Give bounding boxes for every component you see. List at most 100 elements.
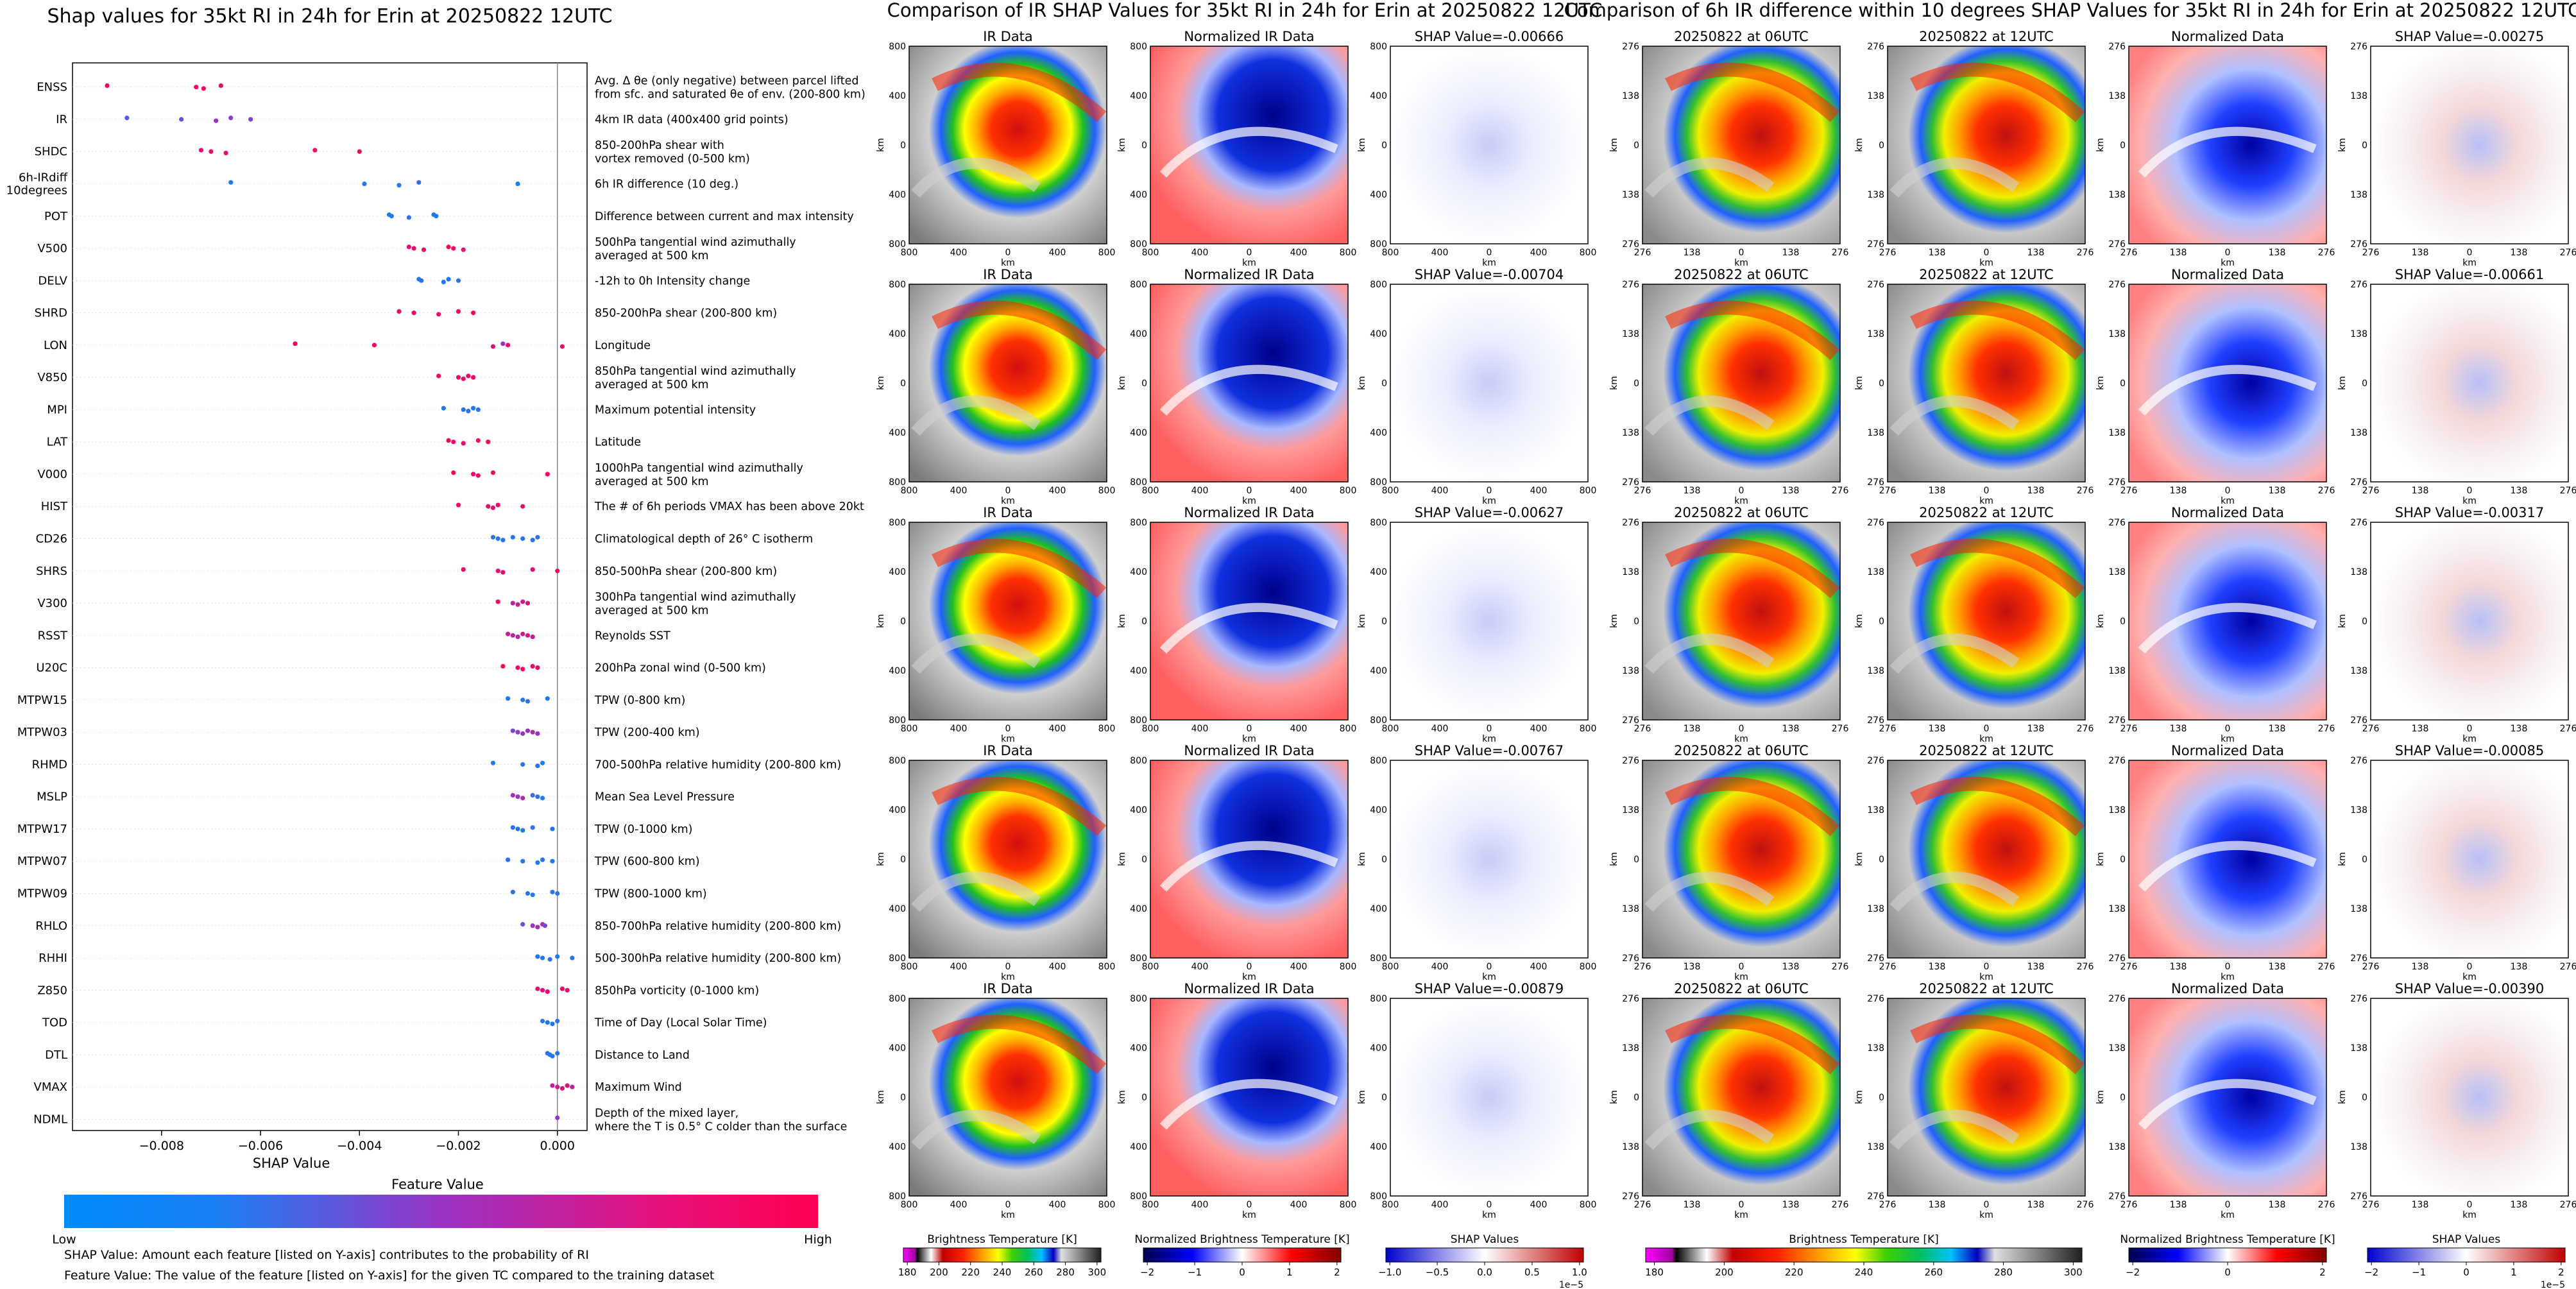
rain-band-shape <box>932 1014 1107 1075</box>
y-tick-label: 138 <box>1867 428 1884 438</box>
x-tick-label: 276 <box>1879 248 1897 258</box>
x-tick-label: 276 <box>2077 724 2094 734</box>
band-highlight-shape <box>1159 126 1338 178</box>
y-tick-label: 400 <box>1130 1142 1147 1152</box>
y-tick-label: 800 <box>1130 42 1147 52</box>
y-tick-label: 276 <box>1622 477 1639 488</box>
x-tick-label: 0 <box>1487 724 1492 734</box>
feature-label-line: MTPW03 <box>17 726 67 739</box>
shap-point <box>506 696 511 701</box>
feature-description-line: 500hPa tangential wind azimuthally <box>595 236 796 249</box>
x-tick-label: 0 <box>1739 962 1744 972</box>
feature-label-line: SHRD <box>35 307 67 320</box>
x-tick-label: 138 <box>1684 724 1701 734</box>
shap-point <box>520 921 525 927</box>
y-tick-label: 276 <box>1867 42 1884 52</box>
x-axis-unit: km <box>1001 1210 1015 1220</box>
shap-point <box>550 1021 555 1027</box>
feature-label-line: MPI <box>47 403 67 416</box>
feature-description-line: Mean Sea Level Pressure <box>595 791 735 804</box>
panel-frame <box>1150 998 1349 1197</box>
feature-description: Avg. Δ θe (only negative) between parcel… <box>595 75 866 101</box>
rain-band-shape <box>1665 776 1840 837</box>
shap-point <box>550 1083 555 1088</box>
feature-description-line: Maximum potential intensity <box>595 404 756 416</box>
dshap-image <box>2371 46 2568 244</box>
panel-title: IR Data <box>983 743 1033 758</box>
x-tick-label: 138 <box>2511 962 2528 972</box>
y-tick-label: 138 <box>1622 329 1639 339</box>
x-tick-label: 0 <box>1247 962 1252 972</box>
feature-label-line: 10degrees <box>6 184 67 198</box>
y-tick-label: 0 <box>2362 855 2367 865</box>
y-tick-label: 276 <box>1867 756 1884 766</box>
cloud-band-shape <box>1889 633 2020 674</box>
x-tick-label: 138 <box>1684 962 1701 972</box>
shap-point <box>495 502 500 508</box>
feature-description: 200hPa zonal wind (0-500 km) <box>595 662 766 675</box>
colorbar-tick-label: 180 <box>1645 1267 1664 1278</box>
x-tick-label: 276 <box>1634 248 1651 258</box>
image-panel: 20250822 at 06UTC27627613813800138138276… <box>1609 505 1848 744</box>
y-tick-label: 138 <box>2108 428 2126 438</box>
colorbar-tick-label: 2 <box>2319 1267 2326 1278</box>
colorbar-tick-label: 260 <box>1924 1267 1943 1278</box>
panel-frame <box>1642 760 1841 959</box>
panel-frame <box>1887 998 2086 1197</box>
x-tick-label: 800 <box>1142 486 1159 496</box>
rain-band-shape <box>1665 1014 1840 1075</box>
y-tick-label: 138 <box>1867 1043 1884 1054</box>
panel-title: IR Data <box>983 981 1033 996</box>
x-axis-unit: km <box>1734 734 1748 744</box>
panel-title: SHAP Value=-0.00704 <box>1415 267 1564 282</box>
colorbar-low-label: Low <box>52 1233 76 1247</box>
shap-point <box>194 85 199 90</box>
ir-norm-colorbar: Normalized Brightness Temperature [K] −2 −… <box>1134 1233 1349 1278</box>
y-tick-label: 400 <box>889 666 906 676</box>
panel-title: IR Data <box>983 505 1033 520</box>
x-tick-label: 138 <box>2269 248 2286 258</box>
y-tick-label: 276 <box>2108 1191 2126 1202</box>
y-tick-label: 138 <box>2350 428 2367 438</box>
colorbar-tick-label: 180 <box>898 1267 917 1278</box>
panel-title: SHAP Value=-0.00275 <box>2395 29 2545 44</box>
shap-point <box>530 567 535 572</box>
ir-bt-colorbar: Brightness Temperature [K] 180 200 220 240 26… <box>898 1233 1106 1278</box>
x-tick-label: 0 <box>1247 248 1252 258</box>
feature-description-line: averaged at 500 km <box>595 250 709 262</box>
x-tick-label: 276 <box>2318 248 2335 258</box>
x-tick-label: 138 <box>2511 486 2528 496</box>
x-tick-label: 138 <box>2269 1200 2286 1210</box>
x-tick-label: 276 <box>2560 1200 2576 1210</box>
x-tick-label: 800 <box>901 962 918 972</box>
y-tick-label: 276 <box>2350 239 2367 250</box>
x-tick-label: 0 <box>1739 1200 1744 1210</box>
feature-label-line: POT <box>44 210 68 223</box>
y-tick-label: 138 <box>2350 1142 2367 1152</box>
rain-band-shape <box>1910 776 2085 837</box>
shap-point <box>535 954 540 959</box>
irdiff-bt-colorbar: Brightness Temperature [K] 180 200 220 240 26… <box>1645 1233 2082 1278</box>
x-tick-label: 138 <box>2511 1200 2528 1210</box>
y-tick-label: 400 <box>889 428 906 438</box>
image-panel: SHAP Value=-0.00627800800400400004004008… <box>1357 505 1596 744</box>
x-tick-label: 276 <box>2318 486 2335 496</box>
x-tick-label: 0 <box>1247 724 1252 734</box>
x-tick-label: 400 <box>1191 962 1209 972</box>
feature-description: Maximum Wind <box>595 1081 682 1094</box>
panel-frame <box>1390 284 1589 482</box>
x-axis-unit: km <box>2462 496 2477 506</box>
feature-description-line: TPW (800-1000 km) <box>594 888 707 901</box>
feature-label-line: V850 <box>37 371 67 384</box>
shap-point <box>500 538 506 543</box>
x-axis-unit: km <box>1734 496 1748 506</box>
y-tick-label: 276 <box>2108 994 2126 1004</box>
y-tick-label: 138 <box>2108 1043 2126 1054</box>
x-tick-label: 800 <box>1098 248 1116 258</box>
feature-description-line: where the T is 0.5° C colder than the su… <box>595 1120 847 1133</box>
panel-title: 20250822 at 12UTC <box>1919 29 2054 44</box>
shap-point <box>515 826 520 832</box>
panel-frame <box>1390 46 1589 244</box>
